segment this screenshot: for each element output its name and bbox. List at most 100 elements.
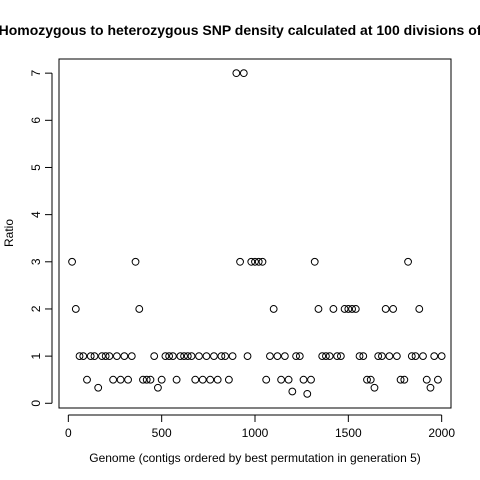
data-point — [295, 352, 304, 361]
x-axis-label: Genome (contigs ordered by best permutat… — [89, 451, 421, 465]
data-point — [273, 352, 282, 361]
data-point — [404, 257, 412, 266]
y-axis-label: Ratio — [2, 219, 16, 247]
data-point — [322, 352, 330, 361]
data-point — [109, 375, 118, 384]
data-point — [407, 352, 416, 361]
data-point — [411, 352, 420, 361]
data-point — [161, 352, 170, 361]
data-point — [79, 352, 88, 361]
data-point — [142, 375, 151, 384]
data-point — [131, 257, 140, 266]
data-point — [112, 352, 121, 361]
data-point — [139, 375, 147, 384]
data-point — [68, 257, 76, 266]
data-point — [150, 352, 159, 361]
data-point — [262, 375, 271, 384]
data-point — [157, 375, 166, 384]
data-point — [183, 352, 192, 361]
data-point — [381, 305, 390, 313]
y-tick-label: 6 — [29, 117, 43, 124]
y-tick-label: 4 — [29, 211, 43, 218]
data-point — [168, 352, 177, 361]
data-point — [217, 352, 226, 361]
data-point — [210, 352, 218, 361]
data-point — [415, 305, 424, 313]
data-point — [318, 352, 327, 361]
y-tick-label: 3 — [29, 258, 43, 265]
data-point — [378, 352, 386, 361]
data-point — [180, 352, 188, 361]
chart-title: Homozygous to heterozygous SNP density c… — [0, 22, 480, 38]
data-point — [247, 257, 256, 266]
data-point — [71, 305, 80, 313]
data-point — [243, 352, 252, 361]
data-point — [299, 375, 308, 384]
data-point — [239, 69, 248, 78]
data-point — [90, 352, 99, 361]
y-axis: 0 1 2 3 4 5 6 7 — [29, 69, 53, 407]
data-point — [254, 257, 263, 266]
data-point — [228, 352, 237, 361]
y-tick-label: 5 — [29, 164, 43, 171]
data-point — [325, 352, 334, 361]
data-point — [307, 375, 315, 384]
data-point — [366, 375, 375, 384]
data-point — [329, 305, 338, 313]
y-tick-label: 2 — [29, 305, 43, 312]
data-point — [251, 257, 259, 266]
data-point — [86, 352, 95, 361]
data-point — [333, 352, 342, 361]
x-tick-label: 2000 — [428, 426, 455, 440]
data-point — [359, 352, 368, 361]
data-point — [292, 352, 300, 361]
data-point — [195, 352, 203, 361]
data-point — [198, 375, 207, 384]
data-point — [430, 352, 439, 361]
data-point — [116, 375, 125, 384]
data-point — [176, 352, 185, 361]
data-point — [389, 305, 398, 313]
data-point — [232, 69, 241, 78]
data-point — [351, 305, 360, 313]
data-point — [120, 352, 129, 361]
x-tick-label: 0 — [65, 426, 72, 440]
data-point — [314, 305, 323, 313]
plot-frame — [58, 58, 452, 409]
data-point — [105, 352, 114, 361]
data-point — [154, 383, 162, 392]
data-point — [236, 257, 244, 266]
data-point — [422, 375, 431, 384]
data-point — [277, 375, 286, 384]
data-point — [426, 383, 435, 392]
data-point — [75, 352, 84, 361]
data-point — [127, 352, 136, 361]
data-point — [135, 305, 144, 313]
data-point — [419, 352, 427, 361]
data-point — [221, 352, 230, 361]
data-point — [191, 375, 200, 384]
data-point — [355, 352, 364, 361]
data-point — [437, 352, 446, 361]
data-point — [348, 305, 356, 313]
data-point — [374, 352, 383, 361]
data-point — [400, 375, 409, 384]
data-point — [98, 352, 106, 361]
data-point — [202, 352, 211, 361]
data-point — [94, 383, 103, 392]
data-point — [303, 389, 312, 398]
data-point — [187, 352, 196, 361]
data-point — [336, 352, 345, 361]
data-point — [146, 375, 155, 384]
data-point — [370, 383, 379, 392]
x-tick-label: 1500 — [335, 426, 362, 440]
data-point — [258, 257, 267, 266]
data-point — [224, 375, 233, 384]
data-point — [340, 305, 349, 313]
data-point — [269, 305, 278, 313]
y-tick-label: 0 — [29, 400, 43, 407]
data-point — [83, 375, 91, 384]
data-point — [284, 375, 293, 384]
data-points — [68, 69, 446, 398]
data-point — [392, 352, 401, 361]
